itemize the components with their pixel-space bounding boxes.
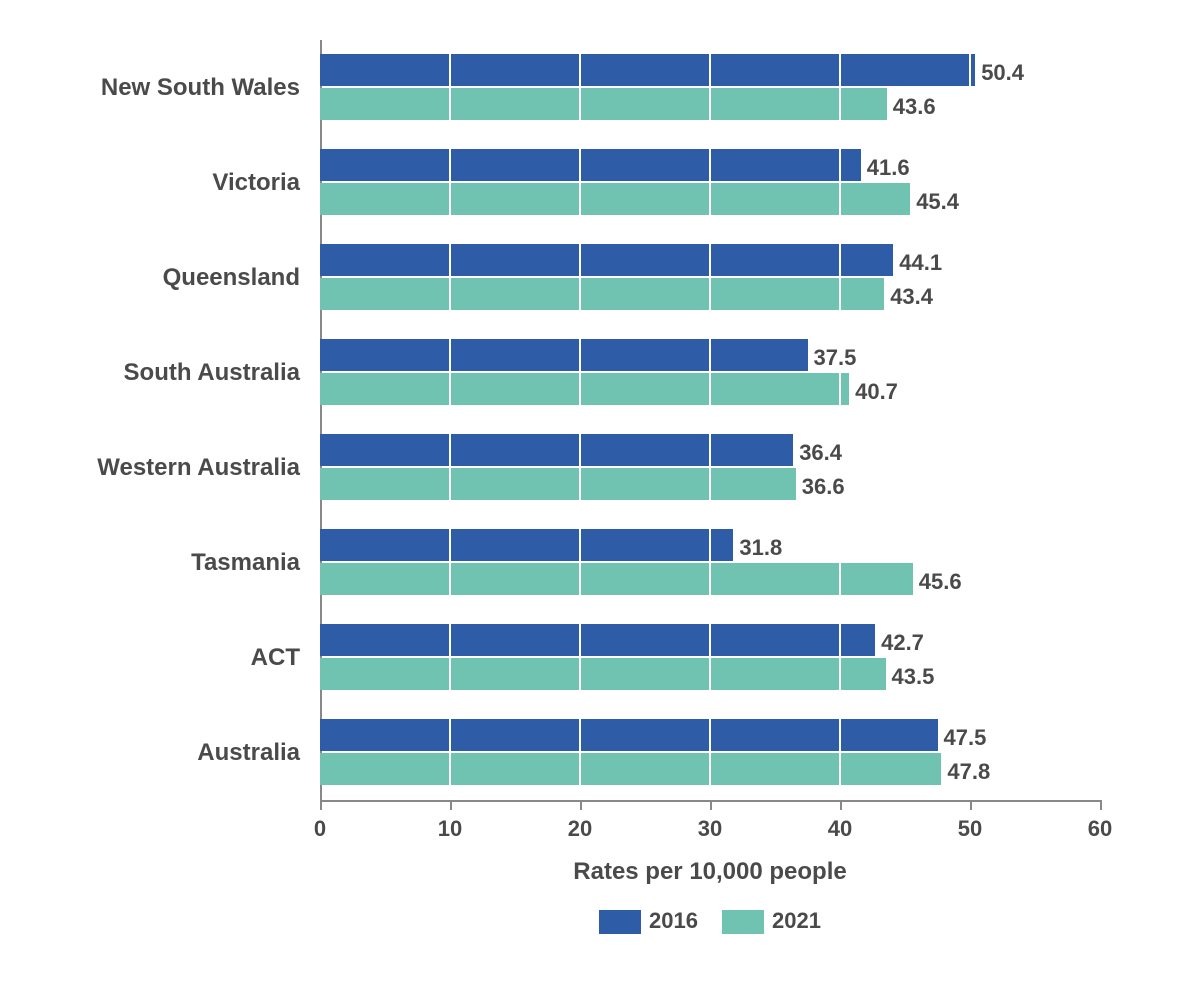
category-label: Australia [60, 739, 300, 767]
bar-series-1 [320, 278, 884, 310]
value-label: 43.5 [892, 664, 935, 690]
legend-label: 2021 [772, 908, 821, 933]
category-label: Queensland [60, 264, 300, 292]
legend-item: 2016 [599, 908, 698, 934]
bar-series-0 [320, 54, 975, 86]
category-label: Western Australia [60, 454, 300, 482]
bar-series-0 [320, 624, 875, 656]
value-label: 44.1 [899, 250, 942, 276]
bar-series-1 [320, 658, 886, 690]
category-label: New South Wales [60, 74, 300, 102]
legend-label: 2016 [649, 908, 698, 933]
value-label: 45.6 [919, 569, 962, 595]
gridline [709, 40, 711, 800]
category-label: Victoria [60, 169, 300, 197]
category-label: ACT [60, 644, 300, 672]
x-tick-mark [320, 800, 322, 810]
bar-series-1 [320, 183, 910, 215]
value-label: 42.7 [881, 630, 924, 656]
x-tick-mark [710, 800, 712, 810]
x-tick-mark [580, 800, 582, 810]
bar-series-0 [320, 719, 938, 751]
plot-area: New South Wales50.443.6Victoria41.645.4Q… [320, 40, 1100, 800]
bar-series-0 [320, 434, 793, 466]
value-label: 43.6 [893, 94, 936, 120]
legend-item: 2021 [722, 908, 821, 934]
x-tick-label: 0 [314, 816, 326, 842]
x-tick-label: 20 [568, 816, 592, 842]
value-label: 41.6 [867, 155, 910, 181]
bar-series-0 [320, 149, 861, 181]
x-tick-mark [450, 800, 452, 810]
bar-series-0 [320, 244, 893, 276]
gridline [839, 40, 841, 800]
chart-container: New South Wales 50.4 43.6 Victoria 41.645.4 Q… [60, 40, 1140, 960]
value-label: 31.8 [739, 535, 782, 561]
bar-series-1 [320, 468, 796, 500]
x-tick-mark [970, 800, 972, 810]
bar-series-0 [320, 529, 733, 561]
value-label: 47.5 [944, 725, 987, 751]
bar-series-1 [320, 373, 849, 405]
value-label: 47.8 [947, 759, 990, 785]
value-label: 45.4 [916, 189, 959, 215]
value-label: 50.4 [981, 60, 1024, 86]
value-label: 36.6 [802, 474, 845, 500]
legend: 2016 2021 [320, 908, 1100, 934]
x-tick-label: 60 [1088, 816, 1112, 842]
value-label: 43.4 [890, 284, 933, 310]
x-tick-mark [1100, 800, 1102, 810]
x-tick-label: 50 [958, 816, 982, 842]
x-axis-title: Rates per 10,000 people [320, 858, 1100, 886]
value-label: 37.5 [814, 345, 857, 371]
gridline [579, 40, 581, 800]
value-label: 36.4 [799, 440, 842, 466]
legend-swatch [722, 910, 764, 934]
x-tick-mark [840, 800, 842, 810]
x-tick-label: 30 [698, 816, 722, 842]
x-tick-label: 40 [828, 816, 852, 842]
bar-series-1 [320, 753, 941, 785]
x-tick-label: 10 [438, 816, 462, 842]
bar-series-1 [320, 563, 913, 595]
gridline [969, 40, 971, 800]
bar-series-0 [320, 339, 808, 371]
category-label: Tasmania [60, 549, 300, 577]
bar-series-1 [320, 88, 887, 120]
gridline [1099, 40, 1101, 800]
category-label: South Australia [60, 359, 300, 387]
legend-swatch [599, 910, 641, 934]
value-label: 40.7 [855, 379, 898, 405]
gridline [449, 40, 451, 800]
